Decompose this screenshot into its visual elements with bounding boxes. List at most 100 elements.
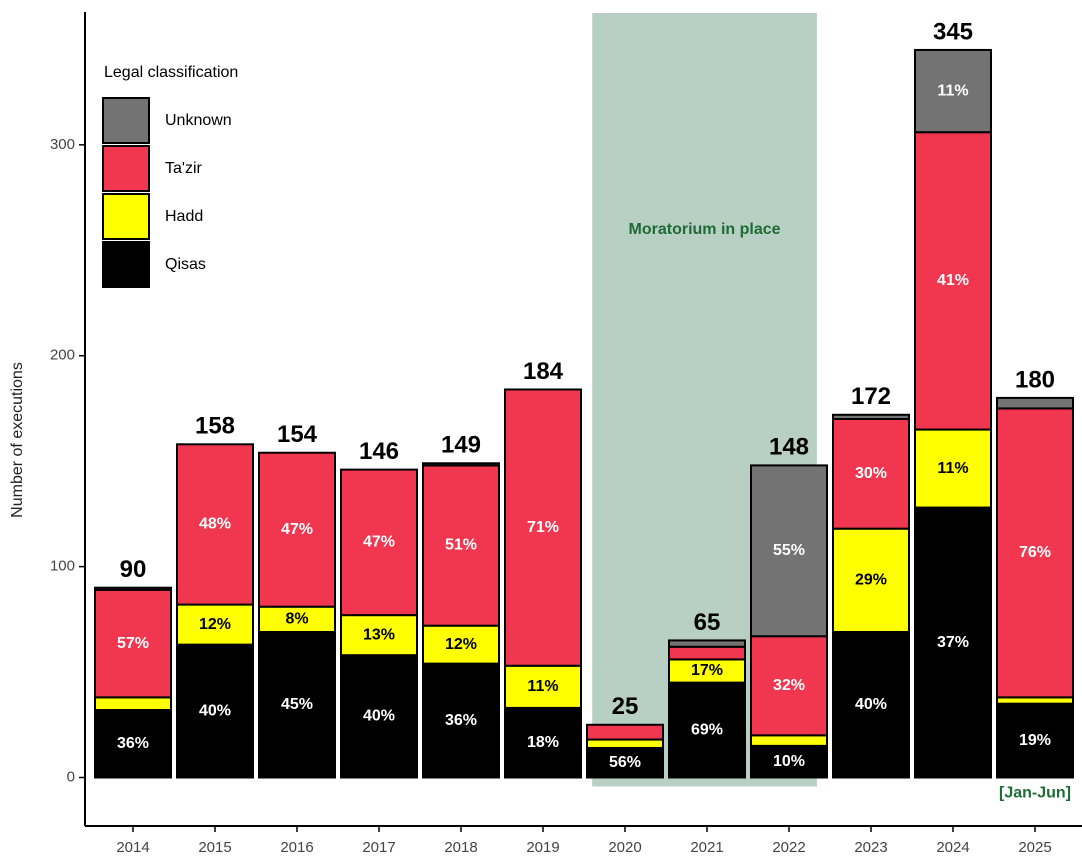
bar-segment	[668, 639, 746, 648]
bar-segment	[422, 624, 500, 665]
x-tick-label: 2025	[1018, 839, 1051, 856]
bar-segment	[996, 396, 1074, 410]
segment-label: 10%	[773, 753, 805, 770]
segment-label: 18%	[527, 734, 559, 751]
bar-segment	[832, 418, 910, 530]
y-tick-label: 100	[50, 558, 75, 575]
segment-label: 71%	[527, 519, 559, 536]
bar-segment	[914, 428, 992, 509]
total-label: 184	[523, 358, 564, 385]
x-tick-label: 2022	[772, 839, 805, 856]
bar-segment	[94, 586, 172, 591]
segment-label: 36%	[445, 712, 477, 729]
bar-segment	[176, 443, 254, 606]
bar-segment	[94, 696, 172, 712]
segment-label: 40%	[363, 708, 395, 725]
legend-key	[102, 241, 150, 288]
bar-segment	[996, 407, 1074, 699]
bar-segment	[504, 706, 582, 779]
legend-key	[102, 97, 150, 144]
bar-segment	[668, 645, 746, 661]
segment-label: 13%	[363, 626, 395, 643]
bar-segment	[668, 681, 746, 779]
legend-label: Unknown	[165, 112, 232, 129]
bar-segment	[176, 603, 254, 646]
bar-segment	[258, 630, 336, 779]
segment-label: 11%	[937, 82, 968, 99]
segment-label: 40%	[199, 702, 231, 719]
total-label: 154	[277, 421, 318, 448]
bar-segment	[504, 664, 582, 709]
total-label: 172	[851, 383, 891, 410]
segment-label: 32%	[773, 677, 805, 694]
total-label: 25	[612, 693, 639, 720]
x-tick-label: 2019	[526, 839, 559, 856]
bar-segment	[914, 506, 992, 779]
bar-segment	[832, 413, 910, 420]
x-tick-label: 2018	[444, 839, 477, 856]
bar-segment	[586, 723, 664, 741]
y-tick-label: 300	[50, 136, 75, 153]
segment-label: 47%	[363, 534, 395, 551]
bar-segment	[750, 734, 828, 747]
y-tick-label: 200	[50, 347, 75, 364]
segment-label: 19%	[1019, 732, 1051, 749]
total-label: 148	[769, 434, 809, 461]
segment-label: 51%	[445, 537, 477, 554]
segment-label: 36%	[117, 735, 149, 752]
segment-label: 55%	[773, 542, 805, 559]
bar-segment	[422, 462, 500, 467]
bar-segment	[422, 464, 500, 627]
bar-segment	[340, 654, 418, 779]
total-label: 180	[1015, 366, 1055, 393]
bar-segment	[914, 131, 992, 431]
total-label: 146	[359, 438, 399, 465]
segment-label: 41%	[937, 272, 969, 289]
segment-label: 17%	[691, 662, 723, 679]
bar-segment	[750, 744, 828, 779]
legend-label: Qisas	[165, 256, 206, 273]
bar-segment	[832, 630, 910, 779]
segment-label: 57%	[117, 635, 149, 652]
bar-segment	[832, 527, 910, 633]
segment-label: 12%	[445, 636, 477, 653]
bar-segment	[586, 738, 664, 749]
total-label: 65	[694, 609, 721, 636]
y-axis-label: Number of executions	[9, 362, 26, 518]
segment-label: 40%	[855, 696, 887, 713]
segment-label: 45%	[281, 696, 313, 713]
segment-label: 30%	[855, 465, 887, 482]
segment-label: 12%	[199, 616, 231, 633]
bar-segment	[258, 605, 336, 633]
segment-label: 11%	[527, 678, 558, 695]
segment-label: 11%	[937, 460, 968, 477]
x-tick-label: 2024	[936, 839, 969, 856]
note: [Jan-Jun]	[999, 785, 1071, 802]
x-tick-label: 2017	[362, 839, 395, 856]
segment-label: 76%	[1019, 544, 1051, 561]
total-label: 158	[195, 413, 235, 440]
segment-label: 48%	[199, 516, 231, 533]
segment-label: 8%	[285, 611, 308, 628]
total-label: 149	[441, 432, 481, 459]
y-tick-label: 0	[67, 768, 75, 785]
x-tick-label: 2020	[608, 839, 641, 856]
legend-key	[102, 193, 150, 240]
segment-label: 47%	[281, 521, 313, 538]
bar-segment	[340, 614, 418, 657]
bar-segment	[996, 702, 1074, 779]
legend-label: Hadd	[165, 208, 203, 225]
bar-segment	[504, 388, 582, 667]
total-label: 345	[933, 18, 973, 45]
bar-segment	[750, 635, 828, 737]
bar-segment	[258, 451, 336, 608]
segment-label: 29%	[855, 572, 887, 589]
legend-key	[102, 145, 150, 192]
x-tick-label: 2016	[280, 839, 313, 856]
bar-segment	[914, 48, 992, 134]
bar-segment	[176, 643, 254, 779]
moratorium-label: Moratorium in place	[629, 221, 781, 238]
x-tick-label: 2021	[690, 839, 723, 856]
segment-label: 56%	[609, 754, 641, 771]
